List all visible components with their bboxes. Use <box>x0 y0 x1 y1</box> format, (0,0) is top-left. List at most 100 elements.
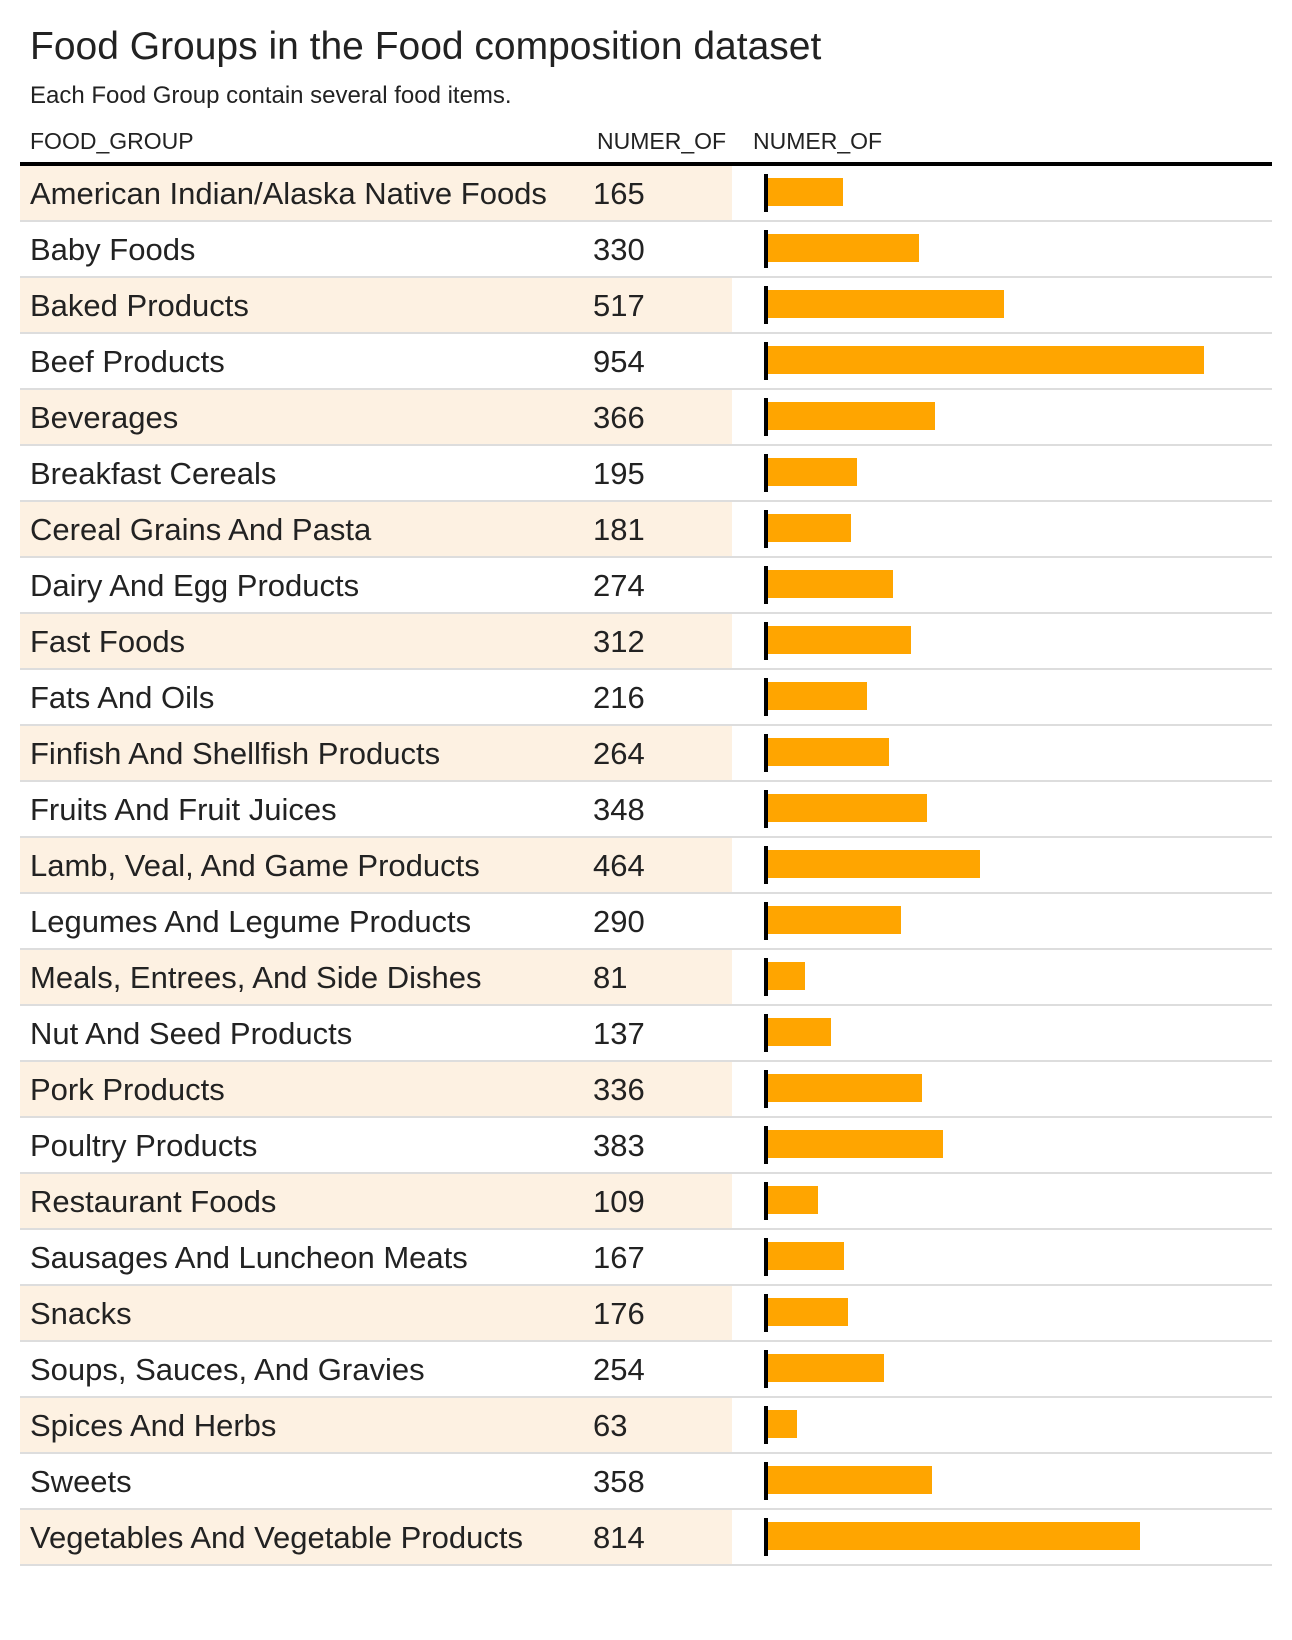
table-row: Nut And Seed Products 137 <box>20 1006 1272 1062</box>
bar-baseline <box>764 1350 768 1388</box>
bar-baseline <box>764 678 768 716</box>
bar <box>768 514 851 542</box>
row-shade <box>20 1398 732 1452</box>
food-count-value: 254 <box>593 1352 645 1387</box>
bar-baseline <box>764 734 768 772</box>
food-group-label: Baked Products <box>30 288 249 323</box>
bar-baseline <box>764 174 768 212</box>
food-group-label: Sausages And Luncheon Meats <box>30 1240 468 1275</box>
food-group-label: Vegetables And Vegetable Products <box>30 1520 523 1555</box>
food-group-label: Nut And Seed Products <box>30 1016 353 1051</box>
bar-baseline <box>764 566 768 604</box>
food-count-value: 81 <box>593 960 628 995</box>
bar <box>768 1074 922 1102</box>
food-count-value: 358 <box>593 1464 645 1499</box>
table-row: Breakfast Cereals 195 <box>20 446 1272 502</box>
food-count-value: 464 <box>593 848 645 883</box>
food-group-label: Lamb, Veal, And Game Products <box>30 848 480 883</box>
bar-baseline <box>764 622 768 660</box>
food-group-label: Snacks <box>30 1296 132 1331</box>
bar <box>768 290 1004 318</box>
row-shade <box>20 1510 732 1564</box>
table-row: Beef Products 954 <box>20 334 1272 390</box>
column-header-bar: NUMER_OF <box>753 128 883 154</box>
bar <box>768 906 901 934</box>
bar-baseline <box>764 1014 768 1052</box>
food-count-value: 348 <box>593 792 645 827</box>
bar <box>768 178 843 206</box>
bar-cell <box>764 958 1254 1000</box>
food-group-label: Cereal Grains And Pasta <box>30 512 372 547</box>
table-header: FOOD_GROUP NUMER_OF NUMER_OF <box>20 120 1272 166</box>
bar-cell <box>764 230 1254 272</box>
row-shade <box>20 1062 732 1116</box>
bar-cell <box>764 1238 1254 1280</box>
food-count-value: 954 <box>593 344 645 379</box>
bar-baseline <box>764 958 768 996</box>
bar <box>768 1466 932 1494</box>
table-row: Legumes And Legume Products 290 <box>20 894 1272 950</box>
food-count-value: 336 <box>593 1072 645 1107</box>
table-row: Cereal Grains And Pasta 181 <box>20 502 1272 558</box>
food-group-label: Baby Foods <box>30 232 196 267</box>
bar-baseline <box>764 1518 768 1556</box>
food-count-value: 109 <box>593 1184 645 1219</box>
table-row: Pork Products 336 <box>20 1062 1272 1118</box>
bar-cell <box>764 566 1254 608</box>
bar-baseline <box>764 902 768 940</box>
bar-baseline <box>764 1294 768 1332</box>
table-row: American Indian/Alaska Native Foods 165 <box>20 166 1272 222</box>
row-shade <box>20 390 732 444</box>
food-count-value: 181 <box>593 512 645 547</box>
bar-baseline <box>764 1238 768 1276</box>
food-group-label: Beef Products <box>30 344 225 379</box>
bar-cell <box>764 454 1254 496</box>
food-count-value: 517 <box>593 288 645 323</box>
table-row: Vegetables And Vegetable Products 814 <box>20 1510 1272 1566</box>
table-row: Fruits And Fruit Juices 348 <box>20 782 1272 838</box>
table-row: Dairy And Egg Products 274 <box>20 558 1272 614</box>
bar <box>768 1130 943 1158</box>
bar-cell <box>764 734 1254 776</box>
chart-container: Food Groups in the Food composition data… <box>20 22 1272 1566</box>
bar-cell <box>764 902 1254 944</box>
food-count-value: 274 <box>593 568 645 603</box>
food-count-value: 312 <box>593 624 645 659</box>
food-group-label: American Indian/Alaska Native Foods <box>30 176 547 211</box>
food-count-value: 330 <box>593 232 645 267</box>
bar <box>768 794 927 822</box>
food-group-label: Dairy And Egg Products <box>30 568 360 603</box>
food-count-value: 165 <box>593 176 645 211</box>
bar-cell <box>764 174 1254 216</box>
bar-baseline <box>764 1406 768 1444</box>
bar <box>768 1354 884 1382</box>
food-group-label: Fast Foods <box>30 624 186 659</box>
bar <box>768 626 911 654</box>
table-body: American Indian/Alaska Native Foods 165 Ba… <box>20 166 1272 1566</box>
bar-baseline <box>764 286 768 324</box>
bar-baseline <box>764 790 768 828</box>
table-row: Restaurant Foods 109 <box>20 1174 1272 1230</box>
data-table: FOOD_GROUP NUMER_OF NUMER_OF American In… <box>20 120 1272 1566</box>
bar <box>768 1522 1140 1550</box>
chart-title: Food Groups in the Food composition data… <box>30 25 822 68</box>
row-shade <box>20 1286 732 1340</box>
food-group-label: Meals, Entrees, And Side Dishes <box>30 960 482 995</box>
bar <box>768 1242 844 1270</box>
food-group-label: Poultry Products <box>30 1128 258 1163</box>
bar <box>768 962 805 990</box>
bar-cell <box>764 286 1254 328</box>
bar <box>768 738 889 766</box>
bar-cell <box>764 1014 1254 1056</box>
food-group-label: Breakfast Cereals <box>30 456 277 491</box>
bar-baseline <box>764 1070 768 1108</box>
food-group-label: Sweets <box>30 1464 132 1499</box>
bar <box>768 1298 848 1326</box>
bar <box>768 234 919 262</box>
table-row: Sweets 358 <box>20 1454 1272 1510</box>
bar <box>768 402 935 430</box>
bar-cell <box>764 342 1254 384</box>
bar-baseline <box>764 398 768 436</box>
food-group-label: Legumes And Legume Products <box>30 904 472 939</box>
food-group-label: Beverages <box>30 400 179 435</box>
